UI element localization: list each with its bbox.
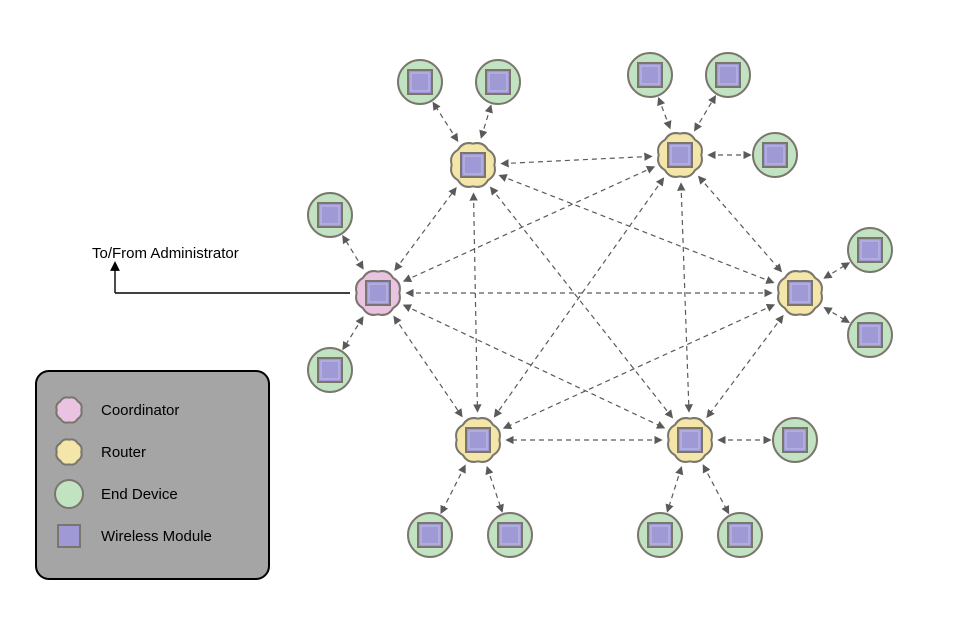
legend-router-icon bbox=[51, 434, 87, 470]
legend-module-label: Wireless Module bbox=[101, 528, 212, 545]
end-device-node bbox=[848, 228, 892, 272]
end-device-node bbox=[476, 60, 520, 104]
legend-row-coordinator: Coordinator bbox=[51, 392, 250, 428]
admin-label: To/From Administrator bbox=[92, 245, 239, 262]
router-node bbox=[456, 418, 500, 462]
legend-end-device-label: End Device bbox=[101, 486, 178, 503]
coordinator-node bbox=[356, 271, 400, 315]
legend-end-device-icon bbox=[51, 476, 87, 512]
end-device-node bbox=[638, 513, 682, 557]
end-device-node bbox=[706, 53, 750, 97]
legend-box: Coordinator Router End Device Wireless M… bbox=[35, 370, 270, 580]
end-device-node bbox=[628, 53, 672, 97]
legend-coordinator-icon bbox=[51, 392, 87, 428]
legend-coordinator-label: Coordinator bbox=[101, 402, 179, 419]
router-node bbox=[778, 271, 822, 315]
end-device-node bbox=[848, 313, 892, 357]
end-device-node bbox=[773, 418, 817, 462]
diagram-stage: To/From Administrator Coordinator Router… bbox=[0, 0, 960, 640]
legend-router-label: Router bbox=[101, 444, 146, 461]
end-device-node bbox=[308, 348, 352, 392]
legend-row-wireless-module: Wireless Module bbox=[51, 518, 250, 554]
legend-row-end-device: End Device bbox=[51, 476, 250, 512]
end-device-node bbox=[398, 60, 442, 104]
end-device-node bbox=[753, 133, 797, 177]
end-device-node bbox=[308, 193, 352, 237]
legend-row-router: Router bbox=[51, 434, 250, 470]
router-node bbox=[668, 418, 712, 462]
end-device-node bbox=[718, 513, 762, 557]
router-node bbox=[658, 133, 702, 177]
router-node bbox=[451, 143, 495, 187]
end-device-node bbox=[408, 513, 452, 557]
end-device-node bbox=[488, 513, 532, 557]
legend-module-icon bbox=[51, 518, 87, 554]
